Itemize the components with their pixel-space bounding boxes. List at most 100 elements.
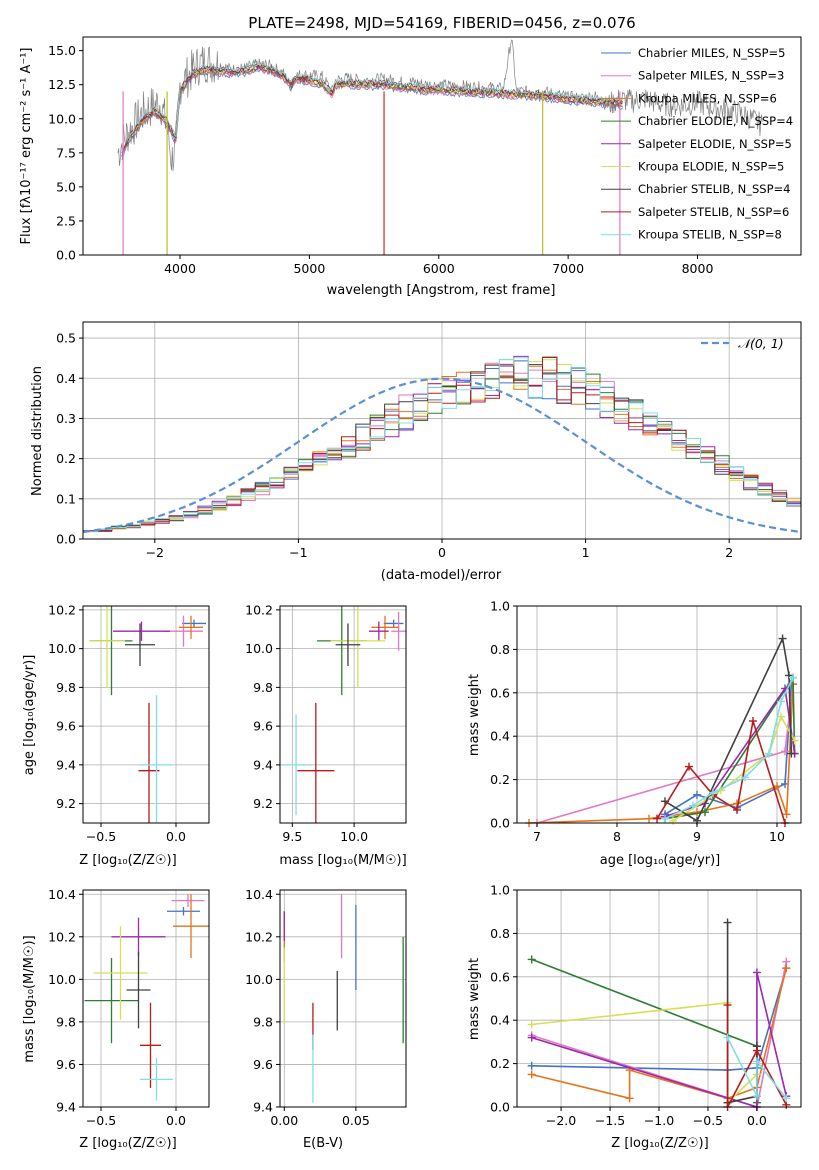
x-tick-label: −1: [289, 545, 307, 560]
figure-title: PLATE=2498, MJD=54169, FIBERID=0456, z=0…: [248, 14, 635, 32]
y-tick-label: 0.8: [490, 926, 510, 941]
y-tick-label: 0.2: [490, 772, 510, 787]
mass-age-xlabel: mass [log₁₀(M/M☉)]: [279, 853, 406, 868]
plot-area: [517, 606, 801, 823]
y-tick-label: 9.8: [253, 1014, 273, 1029]
y-tick-label: 2.5: [56, 213, 76, 228]
y-tick-label: 0.4: [490, 729, 510, 744]
legend-label: Kroupa STELIB, N_SSP=8: [638, 228, 782, 242]
x-tick-label: 9: [693, 829, 701, 844]
y-tick-label: 10.0: [48, 111, 76, 126]
x-tick-label: −0.5: [693, 1113, 723, 1128]
y-tick-label: 0.2: [490, 1056, 510, 1071]
residual-xlabel: (data-model)/error: [381, 568, 502, 583]
legend-label: Chabrier STELIB, N_SSP=4: [638, 182, 790, 196]
x-tick-label: 10.0: [340, 829, 368, 844]
y-tick-label: 10.4: [245, 887, 273, 902]
y-tick-label: 0.3: [56, 411, 76, 426]
x-tick-label: −2: [146, 545, 164, 560]
y-tick-label: 1.0: [490, 883, 510, 898]
y-tick-label: 0.1: [56, 491, 76, 506]
y-tick-label: 9.2: [56, 796, 76, 811]
y-tick-label: 9.4: [56, 1100, 76, 1115]
x-tick-label: 5000: [293, 261, 325, 276]
y-tick-label: 10.0: [245, 972, 273, 987]
y-tick-label: 10.0: [245, 641, 273, 656]
y-tick-label: 9.8: [253, 680, 273, 695]
spectrum-panel: 4000 5000 6000 7000 8000 0.0 2.5 5.0 7.5 10.0 12.5…: [48, 36, 802, 276]
x-tick-label: 0.05: [342, 1113, 370, 1128]
ebv-mass-panel: 0.00 0.05 9.4 9.6 9.8 10.0 10.2 10.4: [245, 887, 407, 1128]
legend-label: Salpeter ELODIE, N_SSP=5: [638, 137, 792, 151]
y-tick-label: 9.4: [253, 757, 273, 772]
y-tick-label: 0.8: [490, 642, 510, 657]
y-tick-label: 10.2: [48, 602, 76, 617]
y-tick-label: 15.0: [48, 43, 76, 58]
z-weight-panel: −2.0 −1.5 −1.0 −0.5 0.0 0.0 0.2 0.4 0.6 0.8 1.0: [490, 883, 802, 1128]
y-tick-label: 9.2: [253, 796, 273, 811]
y-tick-label: 9.6: [56, 1057, 76, 1072]
legend-label: Chabrier ELODIE, N_SSP=4: [638, 114, 793, 128]
axes-frame: [82, 889, 210, 1108]
spectrum-xlabel: wavelength [Angstrom, rest frame]: [327, 283, 556, 298]
weight-series-line: [656, 720, 786, 823]
age-weight-panel: 7 8 9 10 0.0 0.2 0.4 0.6 0.8 1.0: [490, 599, 802, 844]
x-tick-label: 1: [582, 545, 590, 560]
y-tick-label: 0.4: [490, 1013, 510, 1028]
legend-label: Kroupa ELODIE, N_SSP=5: [638, 160, 784, 174]
residual-histogram-panel: −2 −1 0 1 2 0.0 0.1 0.2 0.3 0.4 0.5 𝒩(0, 1): [56, 321, 802, 560]
x-tick-label: 10: [769, 829, 785, 844]
axes-frame: [82, 605, 210, 824]
axes-frame: [516, 605, 802, 824]
normal-reference-line: [83, 377, 801, 534]
y-tick-label: 9.6: [253, 719, 273, 734]
x-tick-label: −1.0: [644, 1113, 674, 1128]
y-tick-label: 5.0: [56, 179, 76, 194]
y-tick-label: 0.4: [56, 371, 76, 386]
age-weight-xlabel: age [log₁₀(age/yr)]: [600, 853, 721, 868]
y-tick-label: 0.0: [56, 248, 76, 263]
y-tick-label: 1.0: [490, 599, 510, 614]
y-tick-label: 0.5: [56, 331, 76, 346]
x-tick-label: 0.0: [166, 1113, 186, 1128]
x-tick-label: 8: [613, 829, 621, 844]
y-tick-label: 7.5: [56, 145, 76, 160]
x-tick-label: 0.0: [747, 1113, 767, 1128]
legend-label: Salpeter STELIB, N_SSP=6: [638, 205, 789, 219]
x-tick-label: 7: [533, 829, 541, 844]
y-tick-label: 10.2: [245, 602, 273, 617]
y-tick-label: 10.0: [48, 972, 76, 987]
plot-area: [83, 890, 209, 1107]
axes-frame: [279, 889, 407, 1108]
y-tick-label: 9.6: [56, 719, 76, 734]
histogram-step-line: [83, 357, 801, 533]
x-tick-label: 6000: [423, 261, 455, 276]
legend-label: Kroupa MILES, N_SSP=6: [638, 91, 777, 105]
model-spectrum-line: [121, 68, 623, 160]
y-tick-label: 12.5: [48, 77, 76, 92]
x-tick-label: 8000: [682, 261, 714, 276]
weight-series-line: [726, 1005, 788, 1107]
weight-series-line: [726, 1037, 787, 1099]
z-mass-panel: −0.5 0.0 9.4 9.6 9.8 10.0 10.2 10.4: [48, 887, 210, 1128]
y-tick-label: 9.6: [253, 1057, 273, 1072]
weight-series-line: [531, 972, 788, 1107]
x-tick-label: −1.5: [595, 1113, 625, 1128]
y-tick-label: 9.4: [253, 1100, 273, 1115]
z-mass-xlabel: Z [log₁₀(Z/Z☉)]: [79, 1136, 176, 1151]
z-weight-ylabel: mass weight: [467, 958, 482, 1040]
x-tick-label: 0: [438, 545, 446, 560]
z-weight-xlabel: Z [log₁₀(Z/Z☉)]: [611, 1136, 708, 1151]
x-tick-label: 7000: [552, 261, 584, 276]
legend-label: 𝒩(0, 1): [738, 336, 784, 351]
x-tick-label: −0.5: [86, 1113, 116, 1128]
y-tick-label: 9.4: [56, 757, 76, 772]
ebv-mass-xlabel: E(B-V): [303, 1136, 343, 1151]
x-tick-label: 2: [725, 545, 733, 560]
plot-area: [83, 606, 209, 823]
x-tick-label: −2.0: [546, 1113, 576, 1128]
y-tick-label: 0.6: [490, 969, 510, 984]
legend-label: Salpeter MILES, N_SSP=3: [638, 69, 784, 83]
y-tick-label: 10.2: [245, 929, 273, 944]
